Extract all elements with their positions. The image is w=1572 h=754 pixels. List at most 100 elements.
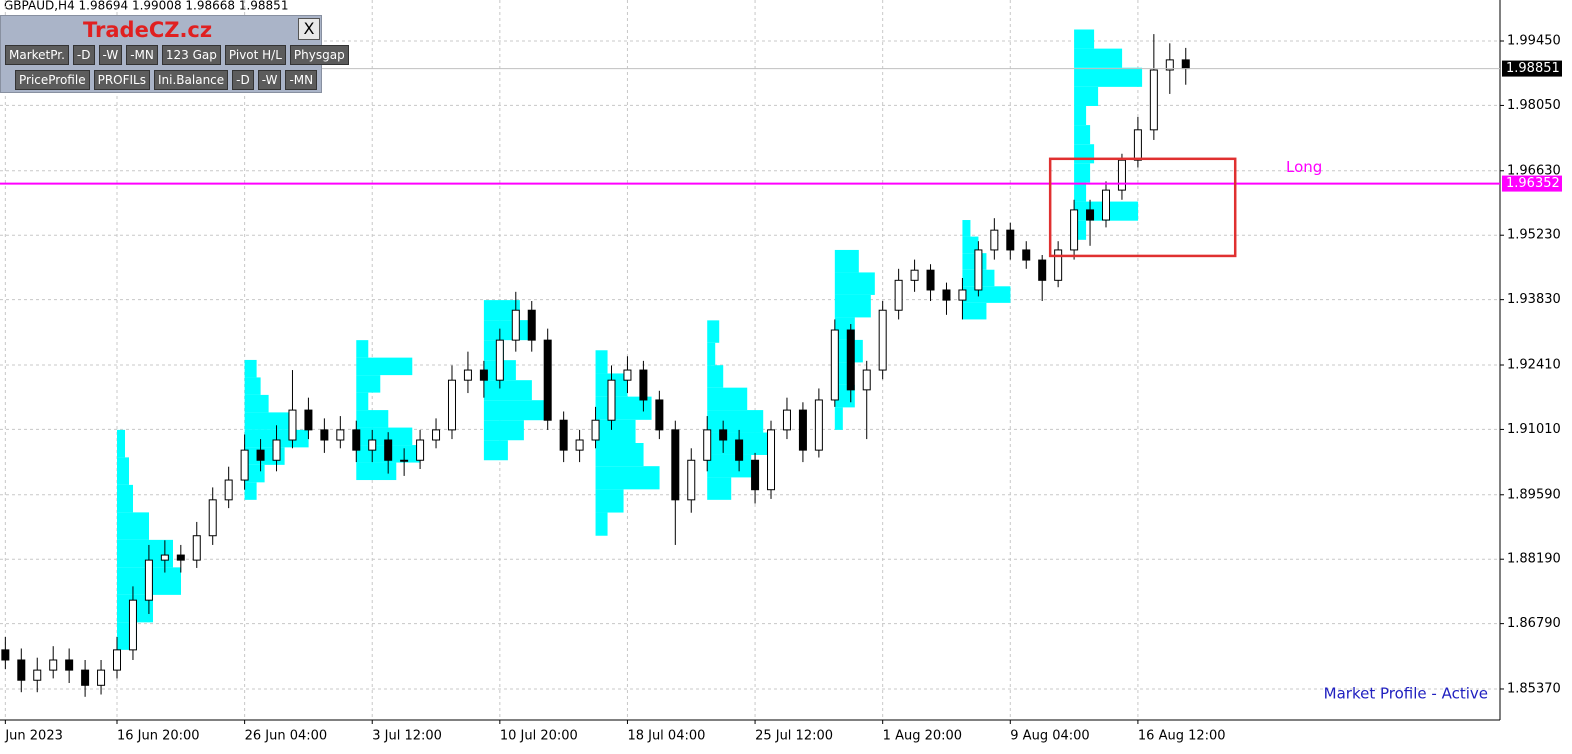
candle-body [974, 249, 983, 291]
profile-bar [595, 442, 644, 467]
candle-body [1101, 189, 1110, 221]
profile-bar [834, 294, 871, 318]
plot-area [0, 0, 1500, 720]
candle-body [559, 419, 568, 451]
candle-body [942, 289, 951, 301]
y-tick-label: 1.86790 [1507, 616, 1561, 631]
y-tick-label: 1.99450 [1507, 34, 1561, 49]
profile-bar [834, 249, 859, 273]
chart-title: GBPAUD,H4 1.98694 1.99008 1.98668 1.9885… [4, 0, 288, 13]
profile-bar [1074, 29, 1095, 49]
candle-body [782, 409, 791, 431]
y-tick-label: 1.88190 [1507, 552, 1561, 567]
candle-body [240, 449, 249, 481]
price-label-box [1502, 60, 1562, 77]
x-tick-label: Jun 2023 [4, 729, 63, 744]
panel-button[interactable]: Ini.Balance [154, 70, 229, 90]
profile-bar [707, 342, 716, 366]
candle-body [208, 499, 217, 537]
candle-body [1165, 59, 1174, 71]
candle-body [463, 369, 472, 381]
candle-body [320, 429, 329, 441]
candle-body [304, 409, 313, 431]
candle-body [814, 399, 823, 451]
panel-button[interactable]: PriceProfile [15, 70, 90, 90]
profile-bar [483, 400, 548, 421]
candle-body [910, 269, 919, 281]
candle-body [192, 535, 201, 561]
candle-body [1, 649, 10, 661]
candle-body [798, 409, 807, 451]
candle-body [33, 669, 42, 681]
price-label: 1.96352 [1506, 176, 1560, 191]
panel-button[interactable]: -D [72, 45, 95, 65]
candle-body [830, 329, 839, 401]
candle-body [719, 429, 728, 441]
profile-bar [707, 454, 752, 478]
candle-body [607, 379, 616, 421]
candle-body [81, 669, 90, 686]
profile-bar [356, 357, 413, 376]
profile-bar [244, 359, 257, 378]
profile-bar [834, 272, 875, 295]
profile-bar [595, 512, 608, 536]
panel-button[interactable]: -D [232, 70, 254, 90]
panel-button[interactable]: 123 Gap [161, 45, 221, 65]
profile-bar [707, 410, 764, 433]
panel-button[interactable]: -MN [285, 70, 318, 90]
candle-body [400, 459, 409, 462]
panel-button[interactable]: -W [98, 45, 123, 65]
candle-body [1133, 129, 1142, 161]
annotation-box [1048, 157, 1237, 258]
profile-bar [707, 477, 732, 500]
candle-body [926, 269, 935, 291]
candle-body [671, 429, 680, 501]
profile-bar [1074, 163, 1091, 183]
candle-body [336, 429, 345, 441]
panel-button[interactable]: MarketPr. [5, 45, 69, 65]
profile-bar [244, 394, 269, 413]
close-button[interactable]: X [298, 18, 320, 40]
x-tick-label: 16 Aug 12:00 [1138, 729, 1226, 744]
candle-body [384, 439, 393, 461]
candle-body [1117, 159, 1126, 191]
profile-bar [117, 429, 126, 458]
profile-bar [356, 392, 369, 411]
profile-bar [707, 320, 720, 343]
candle-body [958, 289, 967, 301]
profile-bar [483, 380, 532, 401]
button-row: PriceProfile PROFILs Ini.Balance -D -W -MN [15, 70, 318, 90]
panel-button[interactable]: Pivot H/L [224, 45, 286, 65]
button-row: MarketPr. -D -W -MN 123 Gap Pivot H/L Physgap [5, 45, 349, 65]
candle-body [591, 419, 600, 441]
profile-bar [483, 300, 520, 321]
candle-body [687, 459, 696, 501]
y-tick-label: 1.89590 [1507, 487, 1561, 502]
panel-button[interactable]: Physgap [289, 45, 349, 65]
x-tick-label: 9 Aug 04:00 [1010, 729, 1089, 744]
y-tick-label: 1.96630 [1507, 163, 1561, 178]
candle-body [767, 429, 776, 491]
profile-bar [483, 440, 508, 461]
candle-body [432, 429, 441, 441]
candle-body [1086, 209, 1095, 221]
panel-button[interactable]: -W [257, 70, 282, 90]
candle-body [703, 429, 712, 461]
candle-body [894, 279, 903, 311]
y-tick-label: 1.98050 [1507, 98, 1561, 113]
profile-bar [707, 387, 748, 411]
candle-body [1022, 249, 1031, 261]
candle-body [17, 659, 26, 681]
candle-body [1006, 229, 1015, 251]
profile-bar [356, 462, 397, 481]
candle-body [144, 559, 153, 601]
profile-bar [1074, 182, 1087, 202]
candle-body [352, 429, 361, 451]
profile-bar [595, 466, 660, 490]
panel-button[interactable]: -MN [126, 45, 158, 65]
panel-button[interactable]: PROFILs [93, 70, 150, 90]
profile-bar [962, 220, 971, 237]
profile-bar [595, 489, 624, 513]
profile-bar [244, 482, 257, 500]
y-tick-label: 1.85370 [1507, 681, 1561, 696]
